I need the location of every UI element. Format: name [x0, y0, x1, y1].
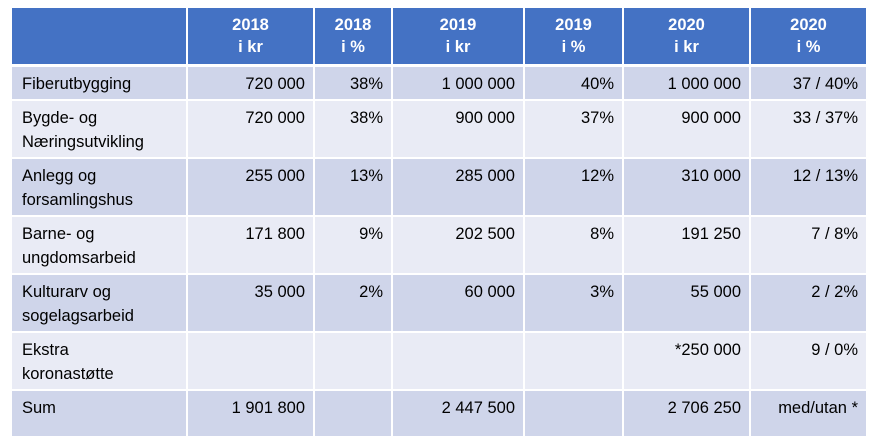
- cell-2020-pct: 9 / 0%: [750, 332, 866, 391]
- table-row-bygde-naeringsutvikling: Bygde- og Næringsutvikling 720 000 38% 90…: [12, 100, 866, 159]
- row-label: Fiberutbygging: [12, 65, 188, 101]
- cell-2019-pct: 12%: [524, 158, 624, 217]
- cell-2019-pct: [524, 390, 624, 438]
- cell-2019-pct: 37%: [524, 100, 624, 159]
- header-unit: i %: [561, 38, 586, 56]
- cell-2018-kr: [187, 332, 315, 391]
- header-cell-category: [12, 8, 188, 67]
- table-row-sum: Sum 1 901 800 2 447 500 2 706 250 med/ut…: [12, 390, 866, 438]
- cell-2020-kr: 2 706 250: [623, 390, 751, 438]
- cell-2018-kr: 255 000: [187, 158, 315, 217]
- cell-2019-pct: 3%: [524, 274, 624, 333]
- header-unit: i %: [341, 38, 365, 56]
- cell-2020-pct: med/utan *: [750, 390, 866, 438]
- cell-2019-kr: 202 500: [392, 216, 525, 275]
- cell-2020-pct: 37 / 40%: [750, 65, 866, 101]
- cell-2018-pct: 38%: [314, 65, 393, 101]
- cell-2019-pct: 40%: [524, 65, 624, 101]
- cell-2020-kr: 55 000: [623, 274, 751, 333]
- table-row-ekstra-koronastotte: Ekstra koronastøtte *250 000 9 / 0%: [12, 332, 866, 391]
- cell-2020-pct: 33 / 37%: [750, 100, 866, 159]
- cell-2018-kr: 171 800: [187, 216, 315, 275]
- header-cell-2020-kr: 2020 i kr: [623, 8, 751, 67]
- cell-2018-pct: 2%: [314, 274, 393, 333]
- row-label: Ekstra koronastøtte: [12, 332, 188, 391]
- cell-2019-kr: 1 000 000: [392, 65, 525, 101]
- cell-2018-kr: 1 901 800: [187, 390, 315, 438]
- table-row-anlegg-forsamlingshus: Anlegg og forsamlingshus 255 000 13% 285 …: [12, 158, 866, 217]
- cell-2018-kr: 720 000: [187, 65, 315, 101]
- table-row-kulturarv-sogelagsarbeid: Kulturarv og sogelagsarbeid 35 000 2% 60 …: [12, 274, 866, 333]
- header-unit: i kr: [238, 38, 263, 56]
- row-label: Kulturarv og sogelagsarbeid: [12, 274, 188, 333]
- cell-2018-pct: 38%: [314, 100, 393, 159]
- cell-2019-kr: 60 000: [392, 274, 525, 333]
- row-label: Anlegg og forsamlingshus: [12, 158, 188, 217]
- row-label: Barne- og ungdomsarbeid: [12, 216, 188, 275]
- header-year: 2019: [555, 16, 592, 34]
- cell-2018-pct: 13%: [314, 158, 393, 217]
- cell-2020-pct: 7 / 8%: [750, 216, 866, 275]
- cell-2019-pct: [524, 332, 624, 391]
- cell-2020-kr: 191 250: [623, 216, 751, 275]
- cell-2019-pct: 8%: [524, 216, 624, 275]
- header-unit: i kr: [445, 38, 471, 56]
- cell-2019-kr: 285 000: [392, 158, 525, 217]
- cell-2019-kr: 900 000: [392, 100, 525, 159]
- cell-2020-kr: 900 000: [623, 100, 751, 159]
- table-row-fiberutbygging: Fiberutbygging 720 000 38% 1 000 000 40%…: [12, 65, 866, 101]
- cell-2020-pct: 12 / 13%: [750, 158, 866, 217]
- cell-2018-kr: 35 000: [187, 274, 315, 333]
- cell-2020-kr: 310 000: [623, 158, 751, 217]
- row-label: Bygde- og Næringsutvikling: [12, 100, 188, 159]
- budget-table: 2018 i kr 2018 i % 2019 i kr 2019 i % 20…: [12, 8, 866, 438]
- header-year: 2019: [439, 16, 477, 34]
- header-row: 2018 i kr 2018 i % 2019 i kr 2019 i % 20…: [12, 8, 866, 67]
- cell-2019-kr: [392, 332, 525, 391]
- header-unit: i %: [796, 38, 821, 56]
- table-row-barne-ungdomsarbeid: Barne- og ungdomsarbeid 171 800 9% 202 50…: [12, 216, 866, 275]
- header-year: 2020: [790, 16, 827, 34]
- cell-2018-kr: 720 000: [187, 100, 315, 159]
- cell-2019-kr: 2 447 500: [392, 390, 525, 438]
- cell-2020-kr: *250 000: [623, 332, 751, 391]
- header-year: 2020: [668, 16, 705, 34]
- cell-2018-pct: [314, 390, 393, 438]
- cell-2020-kr: 1 000 000: [623, 65, 751, 101]
- header-year: 2018: [232, 16, 269, 34]
- header-cell-2019-kr: 2019 i kr: [392, 8, 525, 67]
- cell-2018-pct: [314, 332, 393, 391]
- cell-2020-pct: 2 / 2%: [750, 274, 866, 333]
- header-cell-2018-pct: 2018 i %: [314, 8, 393, 67]
- row-label: Sum: [12, 390, 188, 438]
- header-cell-2019-pct: 2019 i %: [524, 8, 624, 67]
- header-cell-2018-kr: 2018 i kr: [187, 8, 315, 67]
- cell-2018-pct: 9%: [314, 216, 393, 275]
- header-year: 2018: [334, 16, 372, 34]
- header-cell-2020-pct: 2020 i %: [750, 8, 866, 67]
- header-unit: i kr: [674, 38, 699, 56]
